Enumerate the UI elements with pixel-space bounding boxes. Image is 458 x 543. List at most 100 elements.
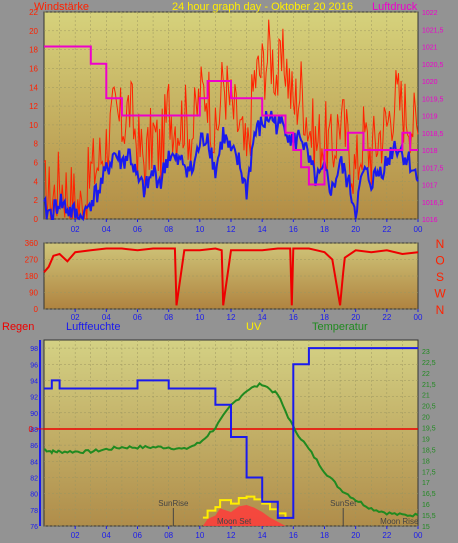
x-tick-label: 22 bbox=[382, 225, 391, 234]
sun-moon-annotation: Moon Rise bbox=[380, 517, 419, 526]
x-tick-label: 18 bbox=[320, 531, 329, 540]
temperature-tick-label: 20,5 bbox=[422, 404, 436, 411]
temperature-tick-label: 22,5 bbox=[422, 360, 436, 367]
x-tick-label: 02 bbox=[71, 225, 80, 234]
temperature-tick-label: 17,5 bbox=[422, 469, 436, 476]
x-tick-label: 10 bbox=[195, 531, 204, 540]
wind-tick-label: 0 bbox=[34, 215, 39, 224]
x-tick-label: 14 bbox=[258, 313, 267, 322]
pressure-tick-label: 1019,5 bbox=[422, 96, 444, 103]
wind-tick-label: 16 bbox=[29, 64, 38, 73]
x-tick-label: 08 bbox=[164, 225, 173, 234]
humidity-tick-label: 84 bbox=[30, 459, 38, 466]
temperature-tick-label: 19,5 bbox=[422, 426, 436, 433]
x-tick-label: 12 bbox=[227, 531, 236, 540]
pressure-line bbox=[44, 45, 418, 186]
humidity-tick-label: 98 bbox=[30, 346, 38, 353]
x-tick-label: 14 bbox=[258, 531, 267, 540]
wind-axis-label: Windstärke bbox=[34, 1, 89, 13]
pressure-tick-label: 1021,5 bbox=[422, 27, 444, 34]
compass-label: O bbox=[435, 254, 444, 268]
pressure-tick-label: 1020,5 bbox=[422, 62, 444, 69]
humidity-line bbox=[44, 347, 418, 519]
x-tick-label: 08 bbox=[164, 313, 173, 322]
x-tick-label: 00 bbox=[414, 225, 423, 234]
x-tick-label: 22 bbox=[382, 531, 391, 540]
wind-tick-label: 10 bbox=[29, 121, 38, 130]
humidity-tick-label: 82 bbox=[30, 475, 38, 482]
x-tick-label: 02 bbox=[71, 313, 80, 322]
humidity-tick-label: 78 bbox=[30, 508, 38, 515]
direction-tick-label: 90 bbox=[29, 289, 38, 298]
temperature-tick-label: 21 bbox=[422, 393, 430, 400]
pressure-tick-label: 1018 bbox=[422, 148, 438, 155]
direction-line bbox=[43, 247, 419, 306]
compass-label: S bbox=[436, 270, 444, 284]
x-tick-label: 02 bbox=[71, 531, 80, 540]
temperature-tick-label: 22 bbox=[422, 371, 430, 378]
x-tick-label: 16 bbox=[289, 531, 298, 540]
temperature-tick-label: 15 bbox=[422, 524, 430, 531]
temperature-tick-label: 16 bbox=[422, 502, 430, 509]
humidity-tick-label: 96 bbox=[30, 362, 38, 369]
x-tick-label: 10 bbox=[195, 313, 204, 322]
wind-tick-label: 2 bbox=[34, 196, 39, 205]
temperature-tick-label: 20 bbox=[422, 415, 430, 422]
wind-tick-label: 12 bbox=[29, 102, 38, 111]
humidity-tick-label: 80 bbox=[30, 492, 38, 499]
humidity-tick-label: 86 bbox=[30, 443, 38, 450]
x-tick-label: 20 bbox=[351, 225, 360, 234]
temperature-tick-label: 18,5 bbox=[422, 447, 436, 454]
temperature-label: Temperatur bbox=[312, 321, 368, 333]
x-tick-label: 00 bbox=[414, 531, 423, 540]
wind-average-line bbox=[43, 110, 419, 222]
wind-tick-label: 8 bbox=[34, 140, 39, 149]
direction-tick-label: 270 bbox=[25, 256, 39, 265]
humidity-tick-label: 92 bbox=[30, 395, 38, 402]
x-tick-label: 20 bbox=[351, 313, 360, 322]
x-tick-label: 18 bbox=[320, 225, 329, 234]
compass-label: N bbox=[436, 237, 445, 251]
pressure-tick-label: 1016,5 bbox=[422, 200, 444, 207]
pressure-tick-label: 1019 bbox=[422, 114, 438, 121]
temperature-tick-label: 21,5 bbox=[422, 382, 436, 389]
wind-tick-label: 22 bbox=[29, 8, 38, 17]
humidity-tick-label: 90 bbox=[30, 411, 38, 418]
pressure-tick-label: 1022 bbox=[422, 10, 438, 17]
pressure-axis-label: Luftdruck bbox=[372, 1, 418, 13]
x-tick-label: 10 bbox=[195, 225, 204, 234]
temperature-tick-label: 18 bbox=[422, 458, 430, 465]
humidity-label: Luftfeuchte bbox=[66, 321, 120, 333]
wind-tick-label: 18 bbox=[29, 46, 38, 55]
temperature-line bbox=[43, 382, 419, 518]
compass-label: W bbox=[434, 287, 446, 301]
uv-line bbox=[202, 495, 287, 519]
sun-moon-annotation: SunRise bbox=[158, 499, 189, 508]
uv-label: UV bbox=[246, 321, 262, 333]
x-tick-label: 04 bbox=[102, 225, 111, 234]
x-tick-label: 16 bbox=[289, 225, 298, 234]
pressure-tick-label: 1018,5 bbox=[422, 131, 444, 138]
rain-label: Regen bbox=[2, 321, 34, 333]
wind-tick-label: 14 bbox=[29, 83, 38, 92]
x-tick-label: 06 bbox=[133, 313, 142, 322]
rain-zero-label: 0 bbox=[29, 425, 34, 434]
x-tick-label: 12 bbox=[227, 313, 236, 322]
x-tick-label: 06 bbox=[133, 531, 142, 540]
wind-gust-line bbox=[43, 19, 419, 220]
temperature-tick-label: 17 bbox=[422, 480, 430, 487]
pressure-tick-label: 1021 bbox=[422, 45, 438, 52]
pressure-tick-label: 1020 bbox=[422, 79, 438, 86]
x-tick-label: 22 bbox=[382, 313, 391, 322]
sun-moon-annotation: Moon Set bbox=[217, 517, 252, 526]
direction-tick-label: 0 bbox=[34, 305, 39, 314]
x-tick-label: 04 bbox=[102, 313, 111, 322]
humidity-tick-label: 76 bbox=[30, 524, 38, 531]
x-tick-label: 14 bbox=[258, 225, 267, 234]
page-title: 24 hour graph day - Oktober 20 2016 bbox=[172, 1, 353, 13]
humidity-tick-label: 88 bbox=[30, 427, 38, 434]
x-tick-label: 06 bbox=[133, 225, 142, 234]
x-tick-label: 04 bbox=[102, 531, 111, 540]
pressure-tick-label: 1016 bbox=[422, 217, 438, 224]
